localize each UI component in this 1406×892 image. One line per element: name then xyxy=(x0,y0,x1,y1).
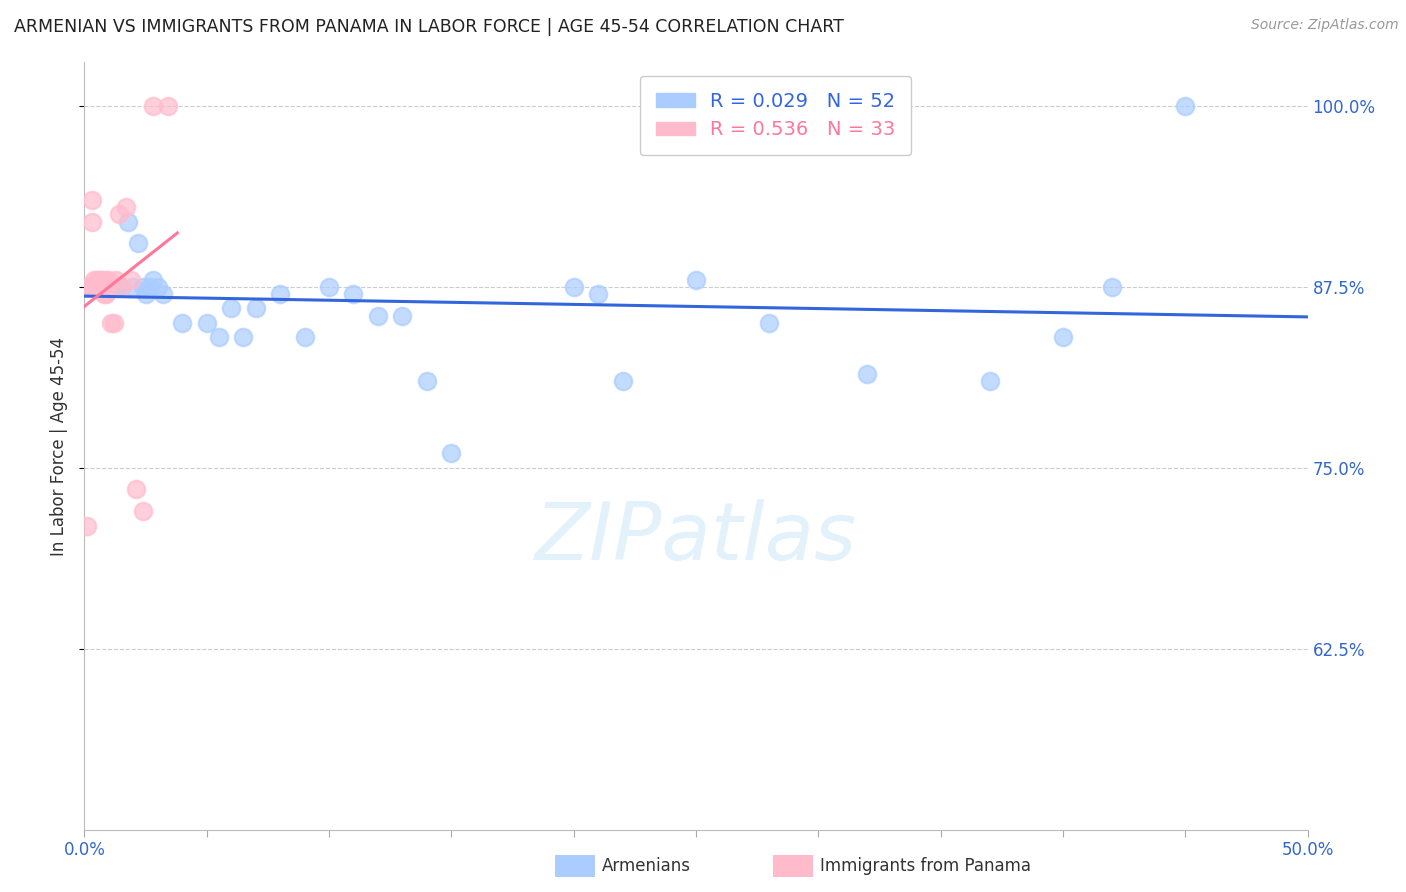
Point xyxy=(105,280,128,294)
Point xyxy=(685,272,707,286)
Point xyxy=(77,280,100,294)
Point xyxy=(135,287,157,301)
Point xyxy=(76,280,98,294)
Point xyxy=(152,287,174,301)
Point xyxy=(979,374,1001,388)
Point xyxy=(245,301,267,316)
Text: Armenians: Armenians xyxy=(602,857,690,875)
Point xyxy=(90,272,112,286)
Point xyxy=(232,330,254,344)
Point xyxy=(156,99,179,113)
Point xyxy=(87,280,110,294)
Point xyxy=(76,280,98,294)
Point xyxy=(132,504,155,518)
Point xyxy=(93,280,115,294)
Text: ARMENIAN VS IMMIGRANTS FROM PANAMA IN LABOR FORCE | AGE 45-54 CORRELATION CHART: ARMENIAN VS IMMIGRANTS FROM PANAMA IN LA… xyxy=(14,18,844,36)
Point xyxy=(125,483,148,497)
Point xyxy=(127,236,149,251)
Point xyxy=(83,280,105,294)
Point xyxy=(80,193,103,207)
Point xyxy=(107,207,129,221)
Point xyxy=(87,280,110,294)
Point xyxy=(1174,99,1197,113)
Point xyxy=(86,280,108,294)
Point xyxy=(100,316,122,330)
Point xyxy=(269,287,291,301)
Point xyxy=(96,280,118,294)
Point xyxy=(172,316,194,330)
Point xyxy=(103,316,125,330)
Legend: R = 0.029   N = 52, R = 0.536   N = 33: R = 0.029 N = 52, R = 0.536 N = 33 xyxy=(640,76,911,155)
Point xyxy=(87,280,110,294)
Point xyxy=(115,200,138,214)
Point xyxy=(142,272,165,286)
Point xyxy=(562,280,585,294)
Point xyxy=(122,280,145,294)
Point xyxy=(586,287,609,301)
Point xyxy=(142,99,165,113)
Point xyxy=(86,272,108,286)
Point xyxy=(110,280,132,294)
Point xyxy=(105,272,128,286)
Point xyxy=(97,280,120,294)
Point xyxy=(83,280,105,294)
Point xyxy=(208,330,231,344)
Point xyxy=(139,280,162,294)
Point xyxy=(96,280,118,294)
Y-axis label: In Labor Force | Age 45-54: In Labor Force | Age 45-54 xyxy=(51,336,69,556)
Point xyxy=(103,280,125,294)
Point xyxy=(77,280,100,294)
Point xyxy=(367,309,389,323)
Point xyxy=(83,272,105,286)
Point xyxy=(80,214,103,228)
Point xyxy=(612,374,634,388)
Point xyxy=(1101,280,1123,294)
Point xyxy=(856,367,879,381)
Point xyxy=(90,280,112,294)
Text: Source: ZipAtlas.com: Source: ZipAtlas.com xyxy=(1251,18,1399,32)
Point xyxy=(80,280,103,294)
Point xyxy=(93,287,115,301)
Point xyxy=(93,280,115,294)
Point xyxy=(86,280,108,294)
Point xyxy=(87,272,110,286)
Point xyxy=(76,280,98,294)
Point xyxy=(146,280,169,294)
Point xyxy=(132,280,155,294)
Point xyxy=(97,280,120,294)
Point xyxy=(342,287,364,301)
Point xyxy=(87,280,110,294)
Point xyxy=(90,272,112,286)
Point xyxy=(758,316,780,330)
Point xyxy=(120,272,142,286)
Point xyxy=(77,280,100,294)
Point xyxy=(107,280,129,294)
Point xyxy=(1052,330,1074,344)
Text: Immigrants from Panama: Immigrants from Panama xyxy=(820,857,1031,875)
Text: ZIPatlas: ZIPatlas xyxy=(534,499,858,577)
Point xyxy=(219,301,242,316)
Point xyxy=(294,330,316,344)
Point xyxy=(195,316,218,330)
Point xyxy=(391,309,413,323)
Point xyxy=(110,280,132,294)
Point xyxy=(416,374,439,388)
Point xyxy=(96,272,118,286)
Point xyxy=(96,287,118,301)
Point xyxy=(117,214,139,228)
Point xyxy=(318,280,340,294)
Point xyxy=(86,280,108,294)
Point xyxy=(97,272,120,286)
Point xyxy=(83,280,105,294)
Point xyxy=(76,518,98,533)
Point xyxy=(77,280,100,294)
Point xyxy=(440,446,463,460)
